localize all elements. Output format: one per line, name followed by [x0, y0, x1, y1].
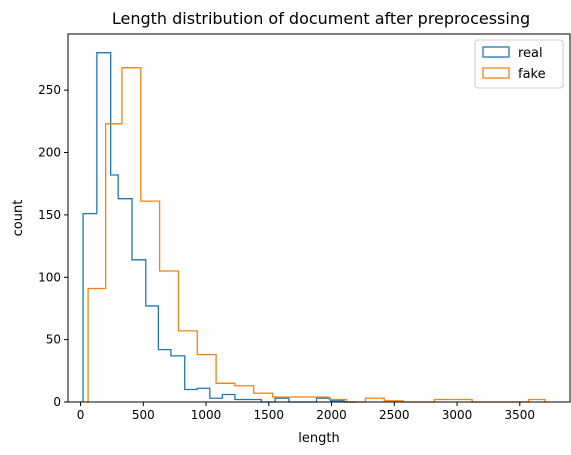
bin-real [118, 199, 132, 402]
legend-label-real: real [518, 46, 543, 61]
bin-fake [178, 331, 197, 402]
bin-real [185, 390, 198, 402]
x-tick-label: 500 [132, 408, 155, 422]
bin-real [146, 306, 159, 402]
y-tick-label: 150 [38, 208, 61, 222]
bin-real [197, 388, 210, 402]
x-tick-label: 1500 [254, 408, 285, 422]
bin-fake [216, 383, 235, 402]
y-axis-label: count [11, 200, 26, 237]
series-layer [82, 52, 546, 403]
legend-swatch-fake [482, 67, 510, 79]
legend-box [474, 39, 564, 89]
bin-fake [141, 201, 160, 402]
y-tick-label: 100 [38, 270, 61, 284]
bin-fake [88, 288, 106, 402]
bin-fake [254, 393, 273, 402]
x-axis-label: length [298, 431, 339, 446]
plot-area: 0 500 1000 1500 2000 2500 3000 3500 0 50 100 150 20… [38, 33, 571, 422]
x-axis: 0 500 1000 1500 2000 2500 3000 3500 [77, 402, 535, 422]
y-axis: 0 50 100 150 200 250 [38, 83, 68, 409]
plot-frame [67, 33, 571, 403]
bin-fake [291, 397, 310, 402]
y-tick-label: 50 [46, 333, 61, 347]
bin-fake [197, 355, 216, 402]
chart-title: Length distribution of document after pr… [112, 9, 530, 28]
y-tick-label: 200 [38, 146, 61, 160]
bin-real [222, 395, 235, 402]
x-tick-label: 3500 [505, 408, 536, 422]
y-tick-label: 0 [53, 395, 61, 409]
bin-real [132, 260, 146, 402]
bin-real [111, 175, 119, 402]
legend-label-fake: fake [518, 67, 546, 82]
x-tick-label: 3000 [442, 408, 473, 422]
bin-real [83, 214, 97, 402]
bin-fake [160, 271, 179, 402]
bin-real [158, 350, 171, 402]
series-real-outline [82, 52, 357, 403]
x-tick-label: 2000 [316, 408, 347, 422]
y-tick-label: 250 [38, 83, 61, 97]
bin-real [97, 53, 111, 402]
x-tick-label: 2500 [379, 408, 410, 422]
x-tick-label: 0 [77, 408, 85, 422]
x-tick-label: 1000 [191, 408, 222, 422]
bin-real [171, 356, 185, 402]
series-fake-outline [87, 67, 546, 403]
legend-swatch-real [482, 46, 510, 58]
bin-fake [106, 124, 122, 402]
legend: real fake [474, 39, 564, 89]
